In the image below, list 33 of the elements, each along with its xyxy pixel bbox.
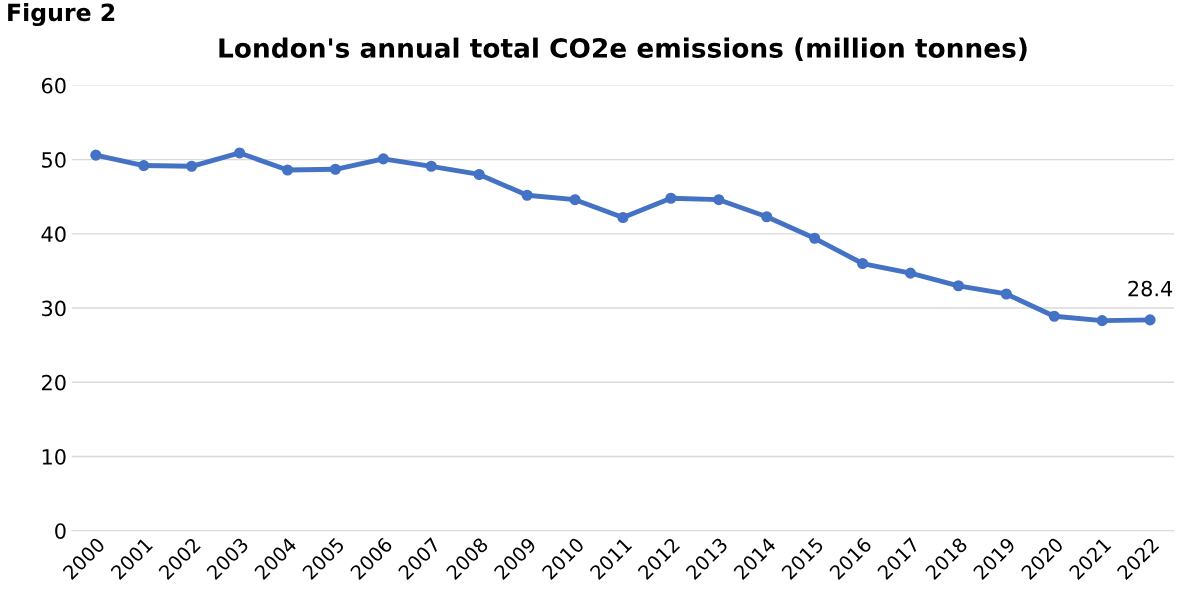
y-tick-label: 30 <box>42 300 66 317</box>
point <box>1096 315 1108 327</box>
point <box>90 149 102 161</box>
caption: Figure 2 <box>8 3 115 27</box>
point <box>329 163 341 175</box>
point <box>617 211 629 224</box>
point <box>1144 314 1156 326</box>
point <box>281 164 294 176</box>
point <box>904 267 917 279</box>
point <box>425 160 437 172</box>
y-tick-label: 20 <box>42 374 66 391</box>
y-tick-label: 40 <box>41 226 66 243</box>
y-tick-label: 10 <box>42 448 66 465</box>
point <box>473 168 485 181</box>
point <box>186 160 198 172</box>
point <box>857 257 869 270</box>
point <box>665 192 677 204</box>
data-label: 28.4 <box>1128 280 1173 297</box>
point <box>713 194 725 206</box>
y-tick-label: 0 <box>55 523 66 539</box>
point <box>809 232 821 244</box>
point <box>952 280 964 292</box>
point <box>521 189 533 201</box>
point <box>138 159 150 172</box>
y-tick-label: 60 <box>41 77 66 94</box>
point <box>234 147 246 159</box>
y-tick-label: 50 <box>42 152 66 168</box>
chart-title: London's annual total CO2e emissions (million tonnes) <box>219 37 1027 62</box>
point <box>377 153 389 165</box>
point <box>1000 288 1012 300</box>
point <box>1048 310 1060 322</box>
point <box>569 194 581 206</box>
point <box>761 211 773 223</box>
